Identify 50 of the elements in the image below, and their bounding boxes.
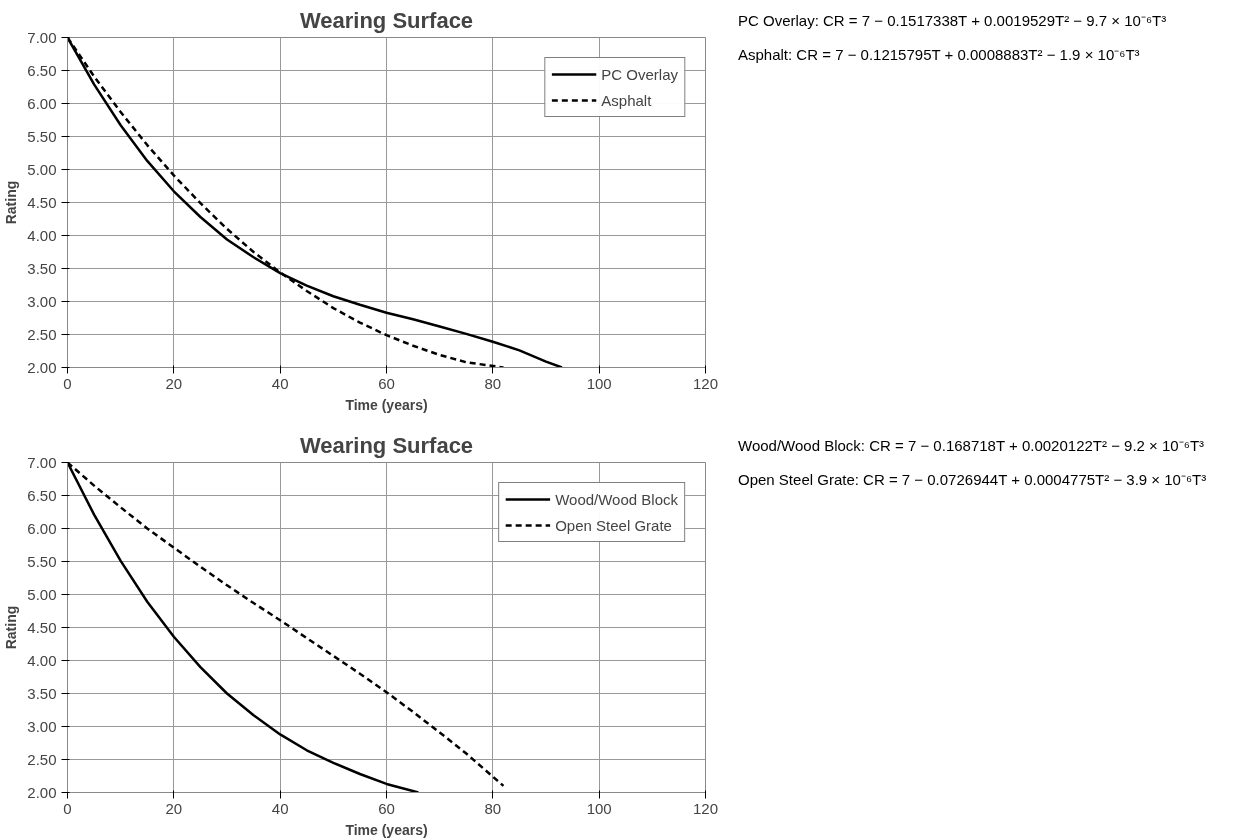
x-axis-title: Time (years) bbox=[345, 821, 428, 838]
y-tick-label: 3.00 bbox=[27, 717, 57, 735]
y-tick-label: 7.00 bbox=[27, 453, 57, 471]
y-tick-label: 6.50 bbox=[27, 486, 57, 504]
x-tick-label: 60 bbox=[378, 374, 395, 392]
text: PC Overlay: CR = 7 − 0.1517338T + 0.0019529T² − 9.7 × 10⁻⁶T³ bbox=[738, 11, 1167, 31]
y-tick-label: 3.00 bbox=[27, 292, 57, 310]
y-tick-label: 5.00 bbox=[27, 160, 57, 178]
text: Wood/Wood Block: CR = 7 − 0.168718T + 0.0020122T² − 9.2 × 10⁻⁶T³ bbox=[738, 436, 1206, 456]
y-tick-label: 2.00 bbox=[27, 783, 57, 801]
y-tick-label: 3.50 bbox=[27, 259, 57, 277]
text: Open Steel Grate: CR = 7 − 0.0726944T + 0.0004775T² − 3.9 × 10⁻⁶T³ bbox=[738, 469, 1207, 489]
x-tick-label: 80 bbox=[484, 799, 502, 817]
legend-label: Wood/Wood Block bbox=[555, 490, 678, 508]
x-tick-label: 100 bbox=[586, 799, 612, 817]
legend-label: PC Overlay bbox=[601, 65, 678, 83]
x-tick-label: 60 bbox=[378, 799, 395, 817]
y-tick-label: 4.50 bbox=[27, 618, 57, 636]
text: Asphalt: CR = 7 − 0.1215795T + 0.0008883T² − 1.9 × 10⁻⁶T³ bbox=[738, 44, 1141, 64]
y-tick-label: 2.50 bbox=[27, 750, 57, 768]
y-tick-label: 7.00 bbox=[27, 28, 57, 46]
y-tick-label: 4.00 bbox=[27, 651, 57, 669]
y-axis-title: Rating bbox=[3, 605, 20, 650]
x-tick-label: 40 bbox=[271, 799, 289, 817]
x-axis-title: Time (years) bbox=[345, 396, 428, 413]
y-tick-label: 5.50 bbox=[27, 552, 57, 570]
y-tick-label: 5.50 bbox=[27, 127, 57, 145]
y-tick-label: 2.50 bbox=[27, 325, 57, 343]
x-tick-label: 0 bbox=[63, 799, 72, 817]
x-tick-label: 100 bbox=[586, 374, 612, 392]
y-tick-label: 6.00 bbox=[27, 519, 57, 537]
y-tick-label: 6.00 bbox=[27, 94, 57, 112]
y-tick-label: 2.00 bbox=[27, 358, 57, 376]
x-tick-label: 40 bbox=[271, 374, 289, 392]
x-tick-label: 80 bbox=[484, 374, 502, 392]
chart-title: Wearing Surface bbox=[299, 432, 474, 458]
y-tick-label: 6.50 bbox=[27, 61, 57, 79]
legend-label: Asphalt bbox=[601, 91, 652, 109]
y-tick-label: 4.00 bbox=[27, 226, 57, 244]
y-tick-label: 5.00 bbox=[27, 585, 57, 603]
x-tick-label: 120 bbox=[692, 799, 719, 817]
y-axis-title: Rating bbox=[3, 180, 20, 225]
x-tick-label: 20 bbox=[165, 799, 183, 817]
chart-title: Wearing Surface bbox=[299, 7, 474, 33]
x-tick-label: 20 bbox=[165, 374, 183, 392]
y-tick-label: 4.50 bbox=[27, 193, 57, 211]
x-tick-label: 0 bbox=[63, 374, 72, 392]
y-tick-label: 3.50 bbox=[27, 684, 57, 702]
x-tick-label: 120 bbox=[692, 374, 719, 392]
legend-label: Open Steel Grate bbox=[555, 516, 672, 534]
